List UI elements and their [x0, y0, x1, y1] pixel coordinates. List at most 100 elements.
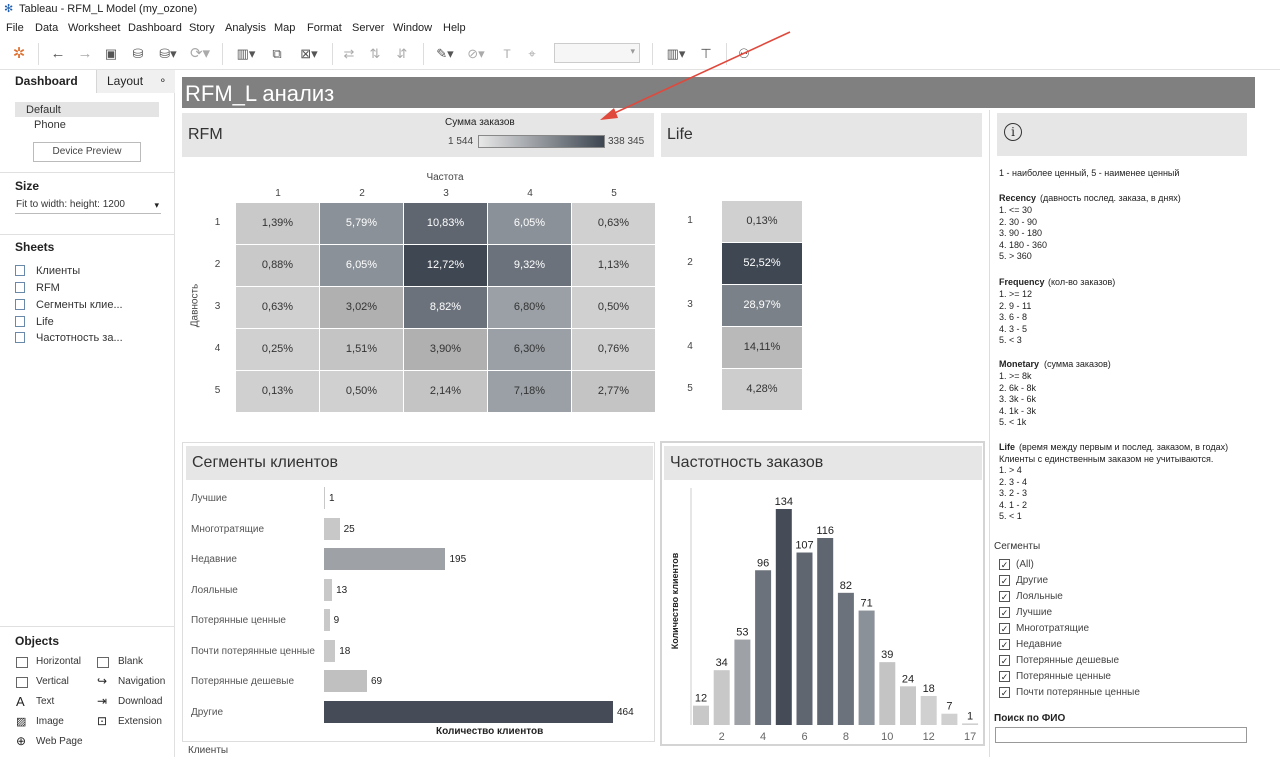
- menu-window[interactable]: Window: [393, 22, 433, 34]
- object-vertical[interactable]: Vertical: [36, 676, 69, 687]
- menu-map[interactable]: Map: [274, 22, 296, 34]
- frequency-bar[interactable]: [858, 610, 875, 725]
- heatmap-cell[interactable]: 1,13%: [572, 245, 655, 286]
- size-dropdown[interactable]: Fit to width: height: 1200 ▾: [15, 198, 161, 214]
- segment-bar[interactable]: [324, 578, 333, 601]
- sheet-item[interactable]: Life: [36, 316, 54, 328]
- object-extension[interactable]: Extension: [118, 716, 162, 727]
- sheet-item[interactable]: Клиенты: [36, 265, 81, 277]
- heatmap-cell[interactable]: 2,77%: [572, 371, 655, 412]
- checkbox[interactable]: ✓: [999, 559, 1010, 570]
- menu-help[interactable]: Help: [443, 22, 466, 34]
- life-cell[interactable]: 52,52%: [722, 243, 802, 284]
- frequency-bar[interactable]: [817, 538, 834, 725]
- color-legend[interactable]: [478, 135, 605, 148]
- menu-server[interactable]: Server: [352, 22, 385, 34]
- segment-bar[interactable]: [324, 548, 446, 570]
- heatmap-cell[interactable]: 1,39%: [236, 203, 319, 244]
- frequency-bar[interactable]: [713, 670, 730, 725]
- sort-desc-icon[interactable]: ⇵: [396, 46, 408, 61]
- checkbox[interactable]: ✓: [999, 687, 1010, 698]
- redo-icon[interactable]: →: [77, 45, 93, 62]
- object-blank[interactable]: Blank: [118, 656, 144, 667]
- menu-format[interactable]: Format: [307, 22, 342, 34]
- heatmap-cell[interactable]: 9,32%: [488, 245, 571, 286]
- frequency-bar[interactable]: [796, 552, 813, 725]
- heatmap-cell[interactable]: 6,05%: [488, 203, 571, 244]
- highlight-icon[interactable]: ✎▾: [436, 46, 454, 61]
- checkbox[interactable]: ✓: [999, 575, 1010, 586]
- frequency-bar[interactable]: [837, 592, 854, 725]
- frequency-bar[interactable]: [755, 570, 772, 725]
- undo-icon[interactable]: ←: [50, 45, 66, 62]
- device-phone[interactable]: Phone: [34, 119, 66, 131]
- checkbox[interactable]: ✓: [999, 607, 1010, 618]
- heatmap-cell[interactable]: 6,80%: [488, 287, 571, 328]
- save-icon[interactable]: ▣: [104, 46, 118, 61]
- segment-bar[interactable]: [324, 639, 336, 662]
- heatmap-cell[interactable]: 0,63%: [236, 287, 319, 328]
- info-icon[interactable]: i: [1004, 123, 1022, 141]
- frequency-bar[interactable]: [941, 713, 958, 725]
- checkbox[interactable]: ✓: [999, 623, 1010, 634]
- menu-worksheet[interactable]: Worksheet: [68, 22, 121, 34]
- sheet-item[interactable]: Сегменты клие...: [36, 299, 123, 311]
- menu-file[interactable]: File: [6, 22, 24, 34]
- object-image[interactable]: Image: [36, 716, 64, 727]
- heatmap-cell[interactable]: 0,25%: [236, 329, 319, 370]
- frequency-bar[interactable]: [693, 705, 709, 725]
- life-cell[interactable]: 28,97%: [722, 285, 802, 326]
- menu-story[interactable]: Story: [189, 22, 215, 34]
- heatmap-cell[interactable]: 2,14%: [404, 371, 487, 412]
- new-datasource-icon[interactable]: ⛁: [132, 46, 144, 61]
- object-text[interactable]: Text: [36, 696, 55, 707]
- checkbox[interactable]: ✓: [999, 591, 1010, 602]
- heatmap-cell[interactable]: 1,51%: [320, 329, 403, 370]
- segment-bar[interactable]: [324, 670, 367, 692]
- frequency-bar[interactable]: [734, 639, 751, 725]
- heatmap-cell[interactable]: 3,02%: [320, 287, 403, 328]
- duplicate-icon[interactable]: ⧉: [272, 46, 282, 61]
- label-icon[interactable]: T: [503, 47, 511, 61]
- menu-data[interactable]: Data: [35, 22, 59, 34]
- presentation-icon[interactable]: ⊤: [700, 46, 712, 61]
- menu-analysis[interactable]: Analysis: [225, 22, 266, 34]
- object-horizontal[interactable]: Horizontal: [36, 656, 82, 667]
- object-web-page[interactable]: Web Page: [36, 736, 83, 747]
- checkbox[interactable]: ✓: [999, 639, 1010, 650]
- frequency-bar[interactable]: [775, 509, 792, 725]
- object-download[interactable]: Download: [118, 696, 163, 707]
- new-worksheet-icon[interactable]: ▥▾: [236, 46, 256, 61]
- heatmap-cell[interactable]: 8,82%: [404, 287, 487, 328]
- heatmap-cell[interactable]: 5,79%: [320, 203, 403, 244]
- heatmap-cell[interactable]: 0,13%: [236, 371, 319, 412]
- heatmap-cell[interactable]: 10,83%: [404, 203, 487, 244]
- search-input[interactable]: [995, 727, 1247, 743]
- sheet-item[interactable]: Частотность за...: [36, 332, 123, 344]
- heatmap-cell[interactable]: 3,90%: [404, 329, 487, 370]
- tab-menu-icon[interactable]: ⚬: [158, 76, 167, 87]
- life-cell[interactable]: 14,11%: [722, 327, 802, 368]
- frequency-bar[interactable]: [920, 695, 937, 725]
- heatmap-cell[interactable]: 6,05%: [320, 245, 403, 286]
- heatmap-cell[interactable]: 12,72%: [404, 245, 487, 286]
- tableau-home-icon[interactable]: ✲: [12, 45, 26, 62]
- life-cell[interactable]: 0,13%: [722, 201, 802, 242]
- heatmap-cell[interactable]: 0,50%: [572, 287, 655, 328]
- frequency-bar[interactable]: [900, 686, 916, 725]
- segment-bar[interactable]: [324, 517, 340, 540]
- tab-dashboard[interactable]: Dashboard: [0, 70, 96, 93]
- swap-icon[interactable]: ⇄: [343, 46, 355, 61]
- refresh-icon[interactable]: ⟳▾: [189, 45, 211, 62]
- frequency-bar[interactable]: [962, 723, 979, 725]
- group-icon[interactable]: ⊘▾: [467, 46, 485, 61]
- heatmap-cell[interactable]: 7,18%: [488, 371, 571, 412]
- heatmap-cell[interactable]: 0,63%: [572, 203, 655, 244]
- checkbox[interactable]: ✓: [999, 671, 1010, 682]
- sheet-item[interactable]: RFM: [36, 282, 60, 294]
- segment-bar[interactable]: [324, 700, 613, 723]
- segment-bar[interactable]: [324, 609, 330, 631]
- pause-updates-icon[interactable]: ⛁▾: [159, 46, 177, 61]
- checkbox[interactable]: ✓: [999, 655, 1010, 666]
